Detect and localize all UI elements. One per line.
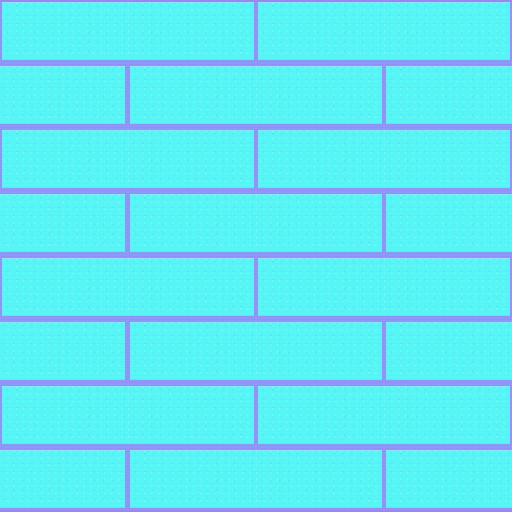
brick — [2, 2, 254, 60]
brick — [0, 66, 125, 124]
brick — [258, 130, 510, 188]
brick — [258, 386, 510, 444]
brick — [386, 450, 512, 508]
brick — [0, 194, 125, 252]
mortar-bottom-edge — [0, 510, 512, 512]
brick — [130, 66, 382, 124]
brick-row-2 — [0, 64, 512, 128]
brick-row-5 — [0, 256, 512, 320]
brick — [258, 2, 510, 60]
brick — [0, 322, 125, 380]
mortar-top-edge — [0, 0, 512, 2]
brick-row-1 — [0, 0, 512, 64]
brick-row-4 — [0, 192, 512, 256]
brick-row-8 — [0, 448, 512, 512]
brick-row-3 — [0, 128, 512, 192]
brick — [258, 258, 510, 316]
brick — [130, 322, 382, 380]
brick — [2, 258, 254, 316]
brick — [386, 194, 512, 252]
brick — [130, 194, 382, 252]
brick — [386, 322, 512, 380]
brick — [130, 450, 382, 508]
brick — [386, 66, 512, 124]
brick — [2, 386, 254, 444]
brick — [0, 450, 125, 508]
brick-row-6 — [0, 320, 512, 384]
brick-row-7 — [0, 384, 512, 448]
brick — [2, 130, 254, 188]
